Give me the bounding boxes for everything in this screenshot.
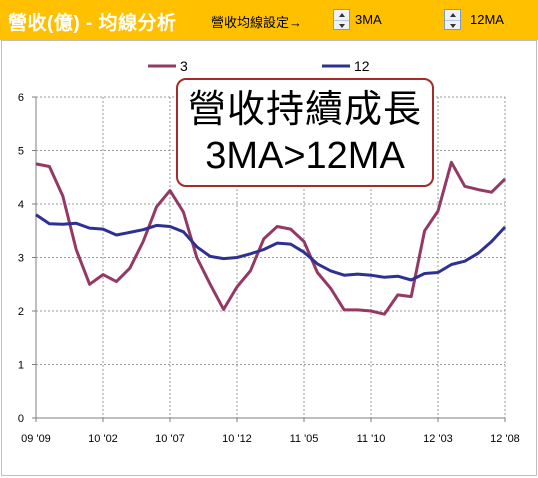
long-ma-up-icon[interactable]	[445, 10, 460, 19]
x-tick-label: 11 '10	[357, 433, 386, 445]
series-line-12	[35, 213, 507, 282]
x-tick-label: 12 '08	[490, 433, 520, 445]
long-ma-value: 12MA	[470, 12, 504, 27]
chart-title: 營收(億) - 均線分析	[8, 13, 177, 34]
long-ma-down-icon[interactable]	[445, 20, 460, 30]
x-axis-ticks: 09 '09 10 '02 10 '07 10 '12 11 '05 11 '10 12 '…	[21, 433, 520, 445]
x-tick-label: 12 '03	[423, 433, 453, 445]
y-tick-label: 0	[18, 413, 24, 425]
series-line-3	[35, 160, 507, 316]
y-tick-label: 2	[18, 306, 24, 318]
annotation-line1: 營收持續成長	[187, 88, 422, 131]
y-tick-label: 4	[18, 199, 24, 211]
short-ma-down-icon[interactable]	[334, 20, 349, 30]
x-tick-label: 10 '12	[222, 433, 252, 445]
legend: 3 12	[148, 58, 370, 74]
series-lines	[35, 160, 507, 316]
header-bar: 營收(億) - 均線分析 營收均線設定→ 3MA 12MA	[0, 0, 538, 40]
y-tick-label: 6	[18, 92, 24, 104]
short-ma-value: 3MA	[355, 12, 382, 27]
annotation-line2: 3MA>12MA	[205, 134, 405, 177]
x-tick-label: 10 '02	[88, 433, 118, 445]
x-tick-label: 11 '05	[290, 433, 319, 445]
y-tick-label: 3	[18, 253, 24, 265]
legend-label-12: 12	[354, 58, 370, 74]
short-ma-spinner[interactable]	[333, 9, 350, 30]
x-tick-label: 09 '09	[21, 433, 51, 445]
ma-setting-label: 營收均線設定→	[211, 15, 303, 30]
short-ma-up-icon[interactable]	[334, 10, 349, 19]
x-tick-label: 10 '07	[155, 433, 185, 445]
y-tick-label: 5	[18, 146, 24, 158]
long-ma-spinner[interactable]	[444, 9, 461, 30]
axes	[32, 96, 506, 422]
y-tick-label: 1	[18, 360, 24, 372]
legend-label-3: 3	[180, 58, 188, 74]
y-axis-ticks: 0 1 2 3 4 5 6	[18, 92, 24, 425]
annotation-box: 營收持續成長 3MA>12MA	[176, 78, 434, 187]
